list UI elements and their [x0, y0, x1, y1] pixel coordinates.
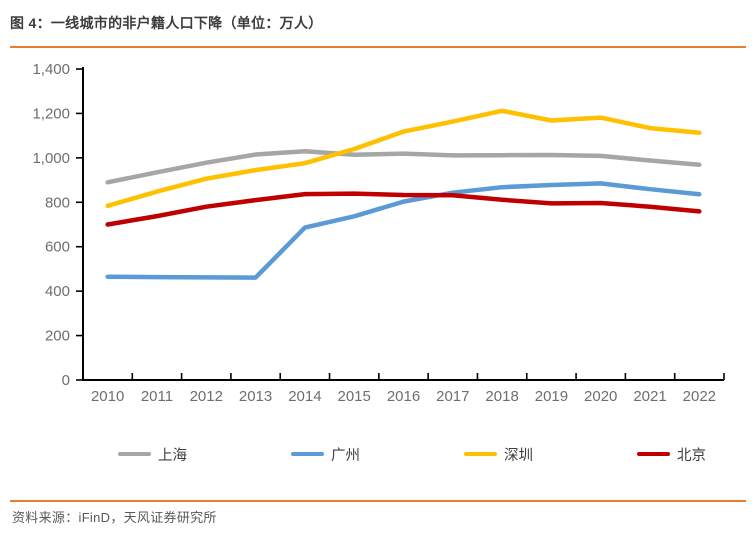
chart-legend: 上海 广州 深圳 北京	[0, 442, 752, 466]
legend-label: 北京	[677, 447, 706, 464]
data-source-note: 资料来源：iFinD，天风证券研究所	[12, 510, 217, 525]
title-divider-line	[10, 46, 746, 48]
series-line-深圳	[105, 108, 702, 209]
x-axis-tick-label: 2021	[633, 388, 666, 405]
y-axis-tick-label: 600	[45, 239, 70, 256]
x-axis-tick-label: 2015	[338, 388, 371, 405]
legend-label: 深圳	[504, 447, 533, 464]
legend-marker	[291, 451, 324, 457]
y-axis-tick-label: 400	[45, 283, 70, 300]
y-axis-tick-label: 0	[62, 372, 70, 389]
y-axis-tick-label: 800	[45, 194, 70, 211]
x-axis-tick-label: 2016	[387, 388, 420, 405]
chart-title: 图 4：一线城市的非户籍人口下降（单位：万人）	[10, 15, 323, 31]
y-axis-tick-label: 200	[45, 328, 70, 345]
x-axis-tick-label: 2013	[239, 388, 272, 405]
legend-item-深圳: 深圳	[464, 444, 533, 465]
y-axis-tick-label: 1,000	[32, 150, 70, 167]
legend-item-上海: 上海	[118, 444, 187, 465]
series-line-上海	[105, 148, 702, 185]
x-axis-tick-label: 2012	[190, 388, 223, 405]
x-axis-tick-label: 2010	[91, 388, 124, 405]
y-axis-tick-label: 1,200	[32, 105, 70, 122]
legend-label: 广州	[331, 447, 360, 464]
legend-marker	[637, 451, 670, 457]
x-axis-tick-label: 2022	[683, 388, 716, 405]
x-axis-tick-label: 2019	[535, 388, 568, 405]
legend-marker	[118, 451, 151, 457]
series-line-广州	[105, 181, 702, 280]
x-axis-tick-label: 2018	[485, 388, 518, 405]
x-axis-tick-label: 2014	[288, 388, 321, 405]
x-axis-tick-label: 2017	[436, 388, 469, 405]
x-axis-tick-label: 2020	[584, 388, 617, 405]
legend-label: 上海	[158, 447, 187, 464]
legend-item-广州: 广州	[291, 444, 360, 465]
legend-marker	[464, 451, 497, 457]
y-axis-tick-label: 1,400	[32, 61, 70, 78]
legend-item-北京: 北京	[637, 444, 706, 465]
x-axis-tick-label: 2011	[141, 388, 173, 405]
footer-divider-line	[10, 500, 746, 502]
series-line-北京	[105, 191, 702, 227]
